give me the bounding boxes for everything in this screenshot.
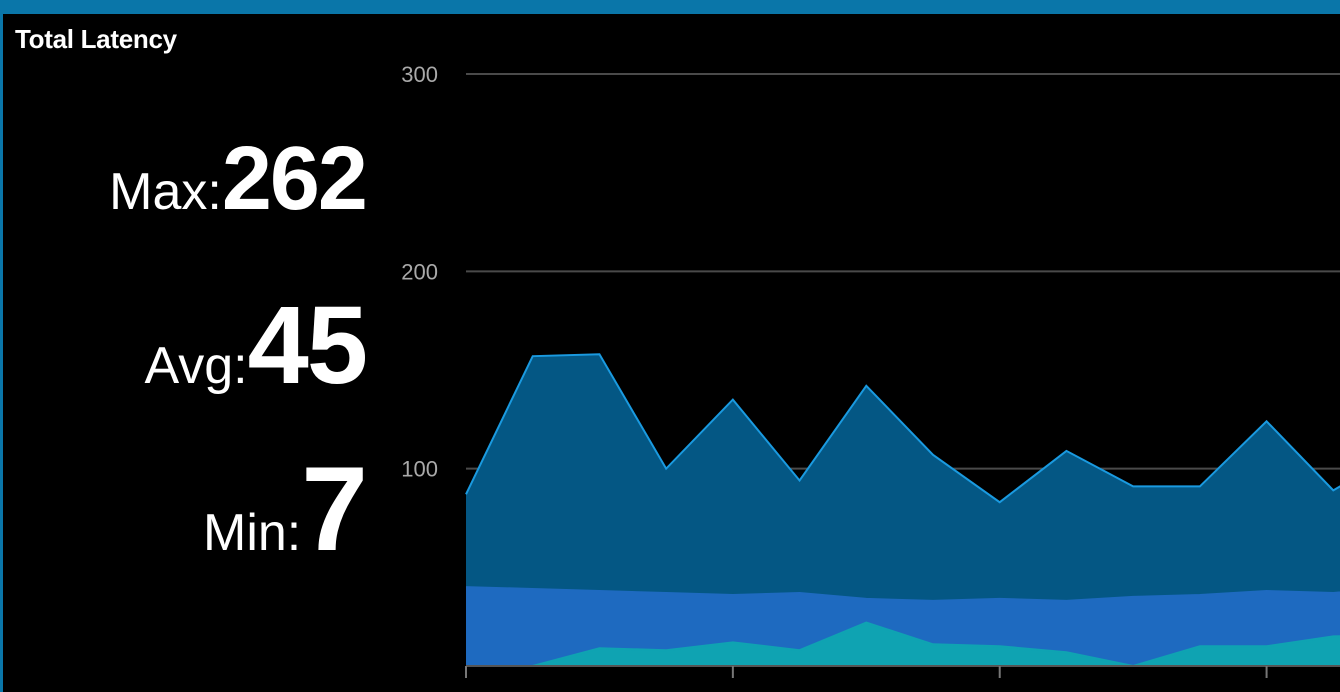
latency-area-chart[interactable]: 100 200 300 bbox=[380, 40, 1340, 692]
panel-left-border bbox=[0, 14, 3, 692]
stat-min: Min: 7 bbox=[203, 440, 368, 578]
panel-title[interactable]: Total Latency bbox=[15, 24, 177, 54]
area-layer bbox=[465, 353, 1340, 668]
axis-layer bbox=[465, 665, 1340, 678]
label-layer: 100 200 300 bbox=[401, 62, 438, 482]
series-top-line bbox=[465, 353, 1340, 504]
stat-min-value: 7 bbox=[301, 442, 368, 576]
stat-avg: Avg: 45 bbox=[144, 282, 368, 409]
stat-avg-label: Avg: bbox=[144, 337, 248, 395]
stat-max: Max: 262 bbox=[109, 128, 368, 231]
y-tick-label: 300 bbox=[401, 62, 438, 87]
stat-min-label: Min: bbox=[203, 504, 302, 562]
series-top-area bbox=[466, 354, 1340, 666]
stat-max-value: 262 bbox=[221, 129, 368, 229]
y-tick-label: 200 bbox=[401, 259, 438, 284]
series-bottom-line bbox=[466, 621, 1340, 668]
stat-max-label: Max: bbox=[109, 163, 222, 221]
y-tick-label: 100 bbox=[401, 457, 438, 482]
series-middle-area bbox=[466, 587, 1340, 666]
panel-header-bar bbox=[0, 0, 1340, 14]
series-middle-line bbox=[465, 586, 1340, 602]
series-bottom-area bbox=[466, 622, 1340, 666]
stat-avg-value: 45 bbox=[247, 284, 368, 407]
